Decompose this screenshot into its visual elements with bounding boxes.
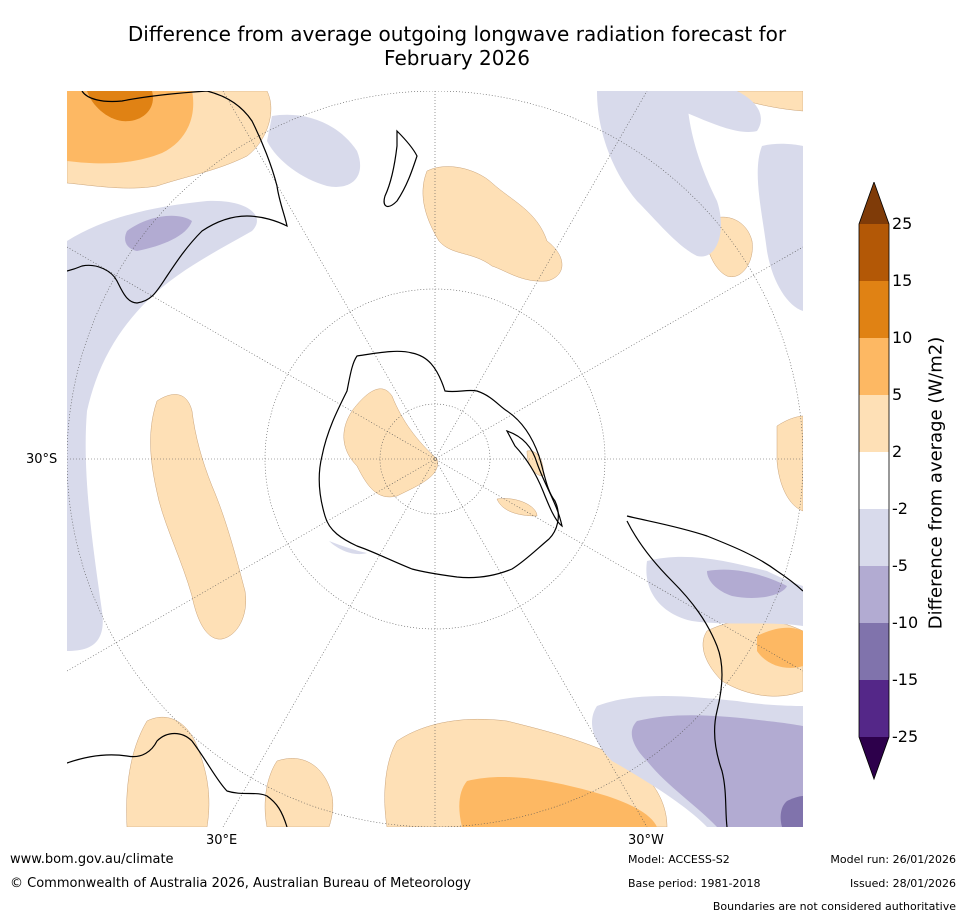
colorbar bbox=[858, 182, 890, 781]
footer-model-run: Model run: 26/01/2026 bbox=[830, 853, 956, 866]
colorbar-tick-neg-25: -25 bbox=[892, 727, 919, 746]
colorbar-tick-15: 15 bbox=[892, 271, 913, 290]
map-title: Difference from average outgoing longwav… bbox=[67, 22, 847, 70]
neg-anomaly-south-america-5 bbox=[707, 569, 787, 598]
colorbar-tick-neg-15: -15 bbox=[892, 670, 919, 689]
neg-anomaly-antarctic-edge bbox=[329, 541, 367, 555]
colorbar-tick-neg-10: -10 bbox=[892, 613, 919, 632]
footer-disclaimer: Boundaries are not considered authoritat… bbox=[712, 900, 956, 913]
pos-anomaly-south-atlantic-5 bbox=[459, 776, 657, 827]
footer-model: Model: ACCESS-S2 bbox=[628, 853, 730, 866]
neg-anomaly-east-pacific bbox=[597, 91, 721, 257]
colorbar-bin-15-25 bbox=[859, 224, 889, 281]
colorbar-tick-neg-5: -5 bbox=[892, 556, 908, 575]
colorbar-tick-10: 10 bbox=[892, 328, 913, 347]
lon-label-30e: 30°E bbox=[206, 833, 238, 848]
colorbar-extend-min bbox=[859, 737, 889, 779]
neg-anomaly-tasman bbox=[267, 114, 361, 187]
new-zealand bbox=[383, 129, 418, 208]
meridian-5 bbox=[67, 246, 803, 672]
pos-anomaly-africa bbox=[126, 716, 210, 827]
meridian-4 bbox=[222, 91, 648, 827]
map-canvas bbox=[67, 91, 803, 827]
neg-anomaly-south-atlantic-5 bbox=[631, 715, 803, 827]
footer-website[interactable]: www.bom.gov.au/climate bbox=[10, 852, 174, 867]
meridian-6 bbox=[67, 246, 803, 672]
footer-issued: Issued: 28/01/2026 bbox=[849, 877, 956, 890]
south-america-coastline bbox=[626, 515, 803, 827]
anomaly-map bbox=[67, 91, 803, 827]
pos-anomaly-drake bbox=[496, 498, 538, 517]
neg-anomaly-south-atlantic-10 bbox=[780, 796, 803, 827]
pos-anomaly-antarctica bbox=[343, 388, 438, 498]
meridian-3 bbox=[222, 91, 648, 827]
negative-anomaly-areas bbox=[67, 91, 803, 827]
neg-anomaly-australia-core bbox=[125, 215, 192, 251]
colorbar-tick-5: 5 bbox=[892, 385, 903, 404]
neg-anomaly-far-east bbox=[757, 143, 803, 311]
colorbar-bin-neg-15-25 bbox=[859, 680, 889, 737]
colorbar-bin-5-10 bbox=[859, 338, 889, 395]
colorbar-tick-25: 25 bbox=[892, 214, 913, 233]
colorbar-bin-neutral bbox=[859, 452, 889, 509]
pos-anomaly-pacific bbox=[422, 166, 563, 282]
pos-anomaly-top-left-5 bbox=[67, 91, 194, 164]
colorbar-title: Difference from average (W/m2) bbox=[925, 336, 947, 630]
footer-base-period: Base period: 1981-2018 bbox=[628, 877, 761, 890]
colorbar-bin-10-15 bbox=[859, 281, 889, 338]
colorbar-bin-neg-10-15 bbox=[859, 623, 889, 680]
map-title-line-2: February 2026 bbox=[384, 46, 530, 70]
coastlines bbox=[67, 91, 803, 827]
neg-anomaly-top-right-strip bbox=[657, 91, 761, 132]
neg-anomaly-australia-band bbox=[67, 200, 257, 651]
australia-coastline bbox=[67, 91, 288, 304]
colorbar-tick-2: 2 bbox=[892, 442, 903, 461]
footer-copyright: © Commonwealth of Australia 2026, Austra… bbox=[10, 876, 471, 891]
pos-anomaly-far-east bbox=[776, 415, 803, 512]
colorbar-bin-neg-2-5 bbox=[859, 509, 889, 566]
colorbar-extend-max bbox=[859, 182, 889, 224]
graticule bbox=[67, 91, 803, 827]
lat-label-30s: 30°S bbox=[26, 452, 58, 467]
colorbar-bin-2-5 bbox=[859, 395, 889, 452]
colorbar-tick-neg-2: -2 bbox=[892, 499, 908, 518]
africa-coastline bbox=[67, 732, 288, 827]
lon-label-30w: 30°W bbox=[628, 833, 664, 848]
pos-anomaly-southern-africa bbox=[264, 758, 334, 827]
map-title-line-1: Difference from average outgoing longwav… bbox=[127, 22, 787, 46]
colorbar-outline bbox=[858, 182, 890, 781]
antarctic-peninsula bbox=[505, 429, 563, 528]
antarctica-coastline bbox=[318, 350, 559, 579]
colorbar-bin-neg-5-10 bbox=[859, 566, 889, 623]
pos-anomaly-south-america-5 bbox=[757, 627, 803, 668]
pos-anomaly-indian-ocean bbox=[150, 394, 247, 640]
